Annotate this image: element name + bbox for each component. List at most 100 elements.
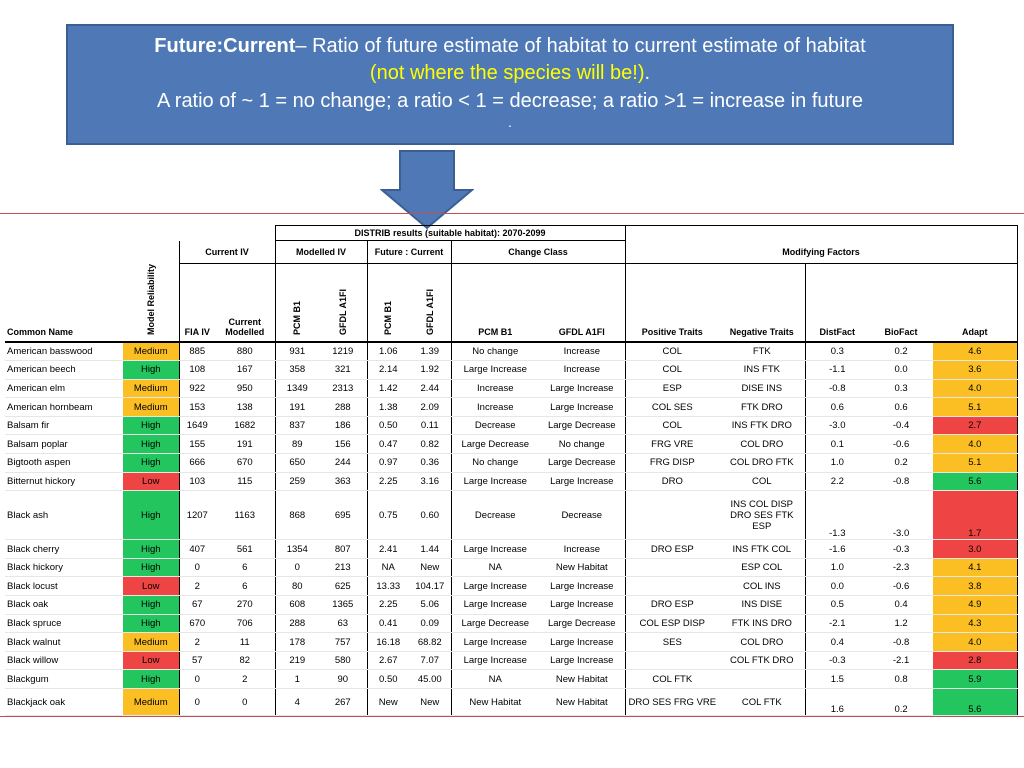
reliability-cell: High bbox=[123, 558, 179, 578]
positive-traits-cell: FRG VRE bbox=[624, 434, 720, 455]
fc-pcm-cell: 2.14 bbox=[366, 360, 410, 380]
adapt-cell: 4.0 bbox=[933, 379, 1018, 399]
name-cell: American beech bbox=[5, 360, 123, 380]
positive-traits-cell: COL bbox=[624, 341, 720, 362]
cc-pcm-cell: Decrease bbox=[450, 490, 540, 541]
current-modelled-cell: 115 bbox=[215, 472, 276, 492]
distfact-cell: 1.0 bbox=[804, 558, 870, 578]
name-cell: Black cherry bbox=[5, 539, 123, 559]
cc-gfdl-cell: New Habitat bbox=[539, 558, 626, 578]
fc-gfdl-cell: 2.44 bbox=[409, 379, 452, 399]
cc-pcm-cell: Large Increase bbox=[450, 595, 540, 615]
negative-traits-cell: FTK INS DRO bbox=[719, 614, 806, 634]
distfact-cell: 0.4 bbox=[804, 632, 870, 652]
col-fc-gfdl-a1fi: GFDL A1FI bbox=[409, 263, 452, 343]
distfact-cell: -0.3 bbox=[804, 651, 870, 671]
col-modelled-gfdl-a1fi: GFDL A1FI bbox=[319, 263, 368, 343]
adapt-cell: 5.6 bbox=[933, 472, 1018, 492]
fc-gfdl-cell: 3.16 bbox=[409, 472, 452, 492]
table-row: Black hickory High 0 6 0 213 NA New NA New Habita… bbox=[5, 558, 1018, 578]
adapt-cell: 3.8 bbox=[933, 576, 1018, 597]
adapt-cell: 4.6 bbox=[933, 341, 1018, 362]
callout-title-line: Future:Current– Ratio of future estimate… bbox=[68, 32, 952, 60]
biofact-cell: 0.8 bbox=[869, 669, 934, 690]
cc-gfdl-cell: Large Increase bbox=[539, 576, 626, 597]
fc-pcm-cell: NA bbox=[366, 558, 410, 578]
callout-note: (not where the species will be!) bbox=[369, 62, 645, 84]
table-row: Black oak High 67 270 608 1365 2.25 5.06 Large I… bbox=[5, 595, 1018, 615]
positive-traits-cell bbox=[624, 490, 720, 541]
cc-gfdl-cell: Increase bbox=[539, 360, 626, 380]
bottom-rule bbox=[0, 716, 1024, 717]
reliability-cell: High bbox=[123, 490, 179, 541]
fia-iv-cell: 1649 bbox=[178, 416, 216, 436]
adapt-cell: 4.9 bbox=[933, 595, 1018, 615]
reliability-cell: High bbox=[123, 453, 179, 473]
negative-traits-cell: COL DRO bbox=[719, 632, 806, 652]
modelled-gfdl-cell: 90 bbox=[319, 669, 368, 690]
fia-iv-cell: 885 bbox=[178, 341, 216, 362]
cc-gfdl-cell: Increase bbox=[539, 341, 626, 362]
current-modelled-cell: 6 bbox=[215, 558, 276, 578]
biofact-cell: -0.3 bbox=[869, 539, 934, 559]
table-row: American hornbeam Medium 153 138 191 288 1.38 2… bbox=[5, 397, 1018, 417]
callout-note-line: (not where the species will be!). bbox=[68, 60, 952, 86]
name-cell: Black willow bbox=[5, 651, 123, 671]
cc-pcm-cell: Large Increase bbox=[450, 360, 540, 380]
fc-pcm-cell: 2.41 bbox=[366, 539, 410, 559]
biofact-cell: 0.3 bbox=[869, 379, 934, 399]
modelled-gfdl-cell: 363 bbox=[319, 472, 368, 492]
reliability-cell: High bbox=[123, 539, 179, 559]
modelled-pcm-cell: 0 bbox=[274, 558, 320, 578]
reliability-cell: High bbox=[123, 669, 179, 690]
modelled-gfdl-cell: 1219 bbox=[319, 341, 368, 362]
negative-traits-cell bbox=[719, 669, 806, 690]
distfact-cell: -0.8 bbox=[804, 379, 870, 399]
cc-pcm-cell: Decrease bbox=[450, 416, 540, 436]
positive-traits-cell: ESP bbox=[624, 379, 720, 399]
biofact-cell: -0.6 bbox=[869, 434, 934, 455]
modelled-pcm-cell: 837 bbox=[274, 416, 320, 436]
current-modelled-cell: 0 bbox=[215, 688, 276, 716]
col-cc-gfdl-a1fi: GFDL A1FI bbox=[539, 263, 626, 343]
fc-gfdl-cell: 0.60 bbox=[409, 490, 452, 541]
fia-iv-cell: 67 bbox=[178, 595, 216, 615]
negative-traits-cell: FTK bbox=[719, 341, 806, 362]
current-modelled-cell: 270 bbox=[215, 595, 276, 615]
current-modelled-cell: 191 bbox=[215, 434, 276, 455]
negative-traits-cell: DISE INS bbox=[719, 379, 806, 399]
cc-pcm-cell: Large Increase bbox=[450, 632, 540, 652]
modelled-gfdl-cell: 580 bbox=[319, 651, 368, 671]
cc-pcm-cell: NA bbox=[450, 558, 540, 578]
fc-gfdl-cell: 0.09 bbox=[409, 614, 452, 634]
reliability-cell: Medium bbox=[123, 688, 179, 716]
biofact-cell: -2.3 bbox=[869, 558, 934, 578]
table-row: Black willow Low 57 82 219 580 2.67 7.07 Large I… bbox=[5, 651, 1018, 671]
cc-gfdl-cell: Large Increase bbox=[539, 397, 626, 417]
fc-gfdl-cell: New bbox=[409, 688, 452, 716]
adapt-cell: 3.6 bbox=[933, 360, 1018, 380]
reliability-cell: High bbox=[123, 434, 179, 455]
distfact-cell: -2.1 bbox=[804, 614, 870, 634]
fc-pcm-cell: 0.50 bbox=[366, 416, 410, 436]
positive-traits-cell: DRO SES FRG VRE bbox=[624, 688, 720, 716]
name-cell: Black hickory bbox=[5, 558, 123, 578]
reliability-cell: Low bbox=[123, 576, 179, 597]
current-modelled-cell: 670 bbox=[215, 453, 276, 473]
table-row: Black spruce High 670 706 288 63 0.41 0.09 Large… bbox=[5, 614, 1018, 634]
cc-pcm-cell: Large Increase bbox=[450, 651, 540, 671]
name-cell: American hornbeam bbox=[5, 397, 123, 417]
modelled-gfdl-cell: 757 bbox=[319, 632, 368, 652]
current-modelled-cell: 561 bbox=[215, 539, 276, 559]
table-row: Balsam fir High 1649 1682 837 186 0.50 0.11 Decr… bbox=[5, 416, 1018, 436]
modelled-gfdl-cell: 807 bbox=[319, 539, 368, 559]
cc-gfdl-cell: Large Increase bbox=[539, 595, 626, 615]
modelled-pcm-cell: 1 bbox=[274, 669, 320, 690]
biofact-cell: -3.0 bbox=[869, 490, 934, 541]
positive-traits-cell: COL ESP DISP bbox=[624, 614, 720, 634]
col-fc-pcm-b1: PCM B1 bbox=[366, 263, 410, 343]
name-cell: Bigtooth aspen bbox=[5, 453, 123, 473]
reliability-cell: Medium bbox=[123, 632, 179, 652]
adapt-cell: 2.8 bbox=[933, 651, 1018, 671]
fc-pcm-cell: New bbox=[366, 688, 410, 716]
